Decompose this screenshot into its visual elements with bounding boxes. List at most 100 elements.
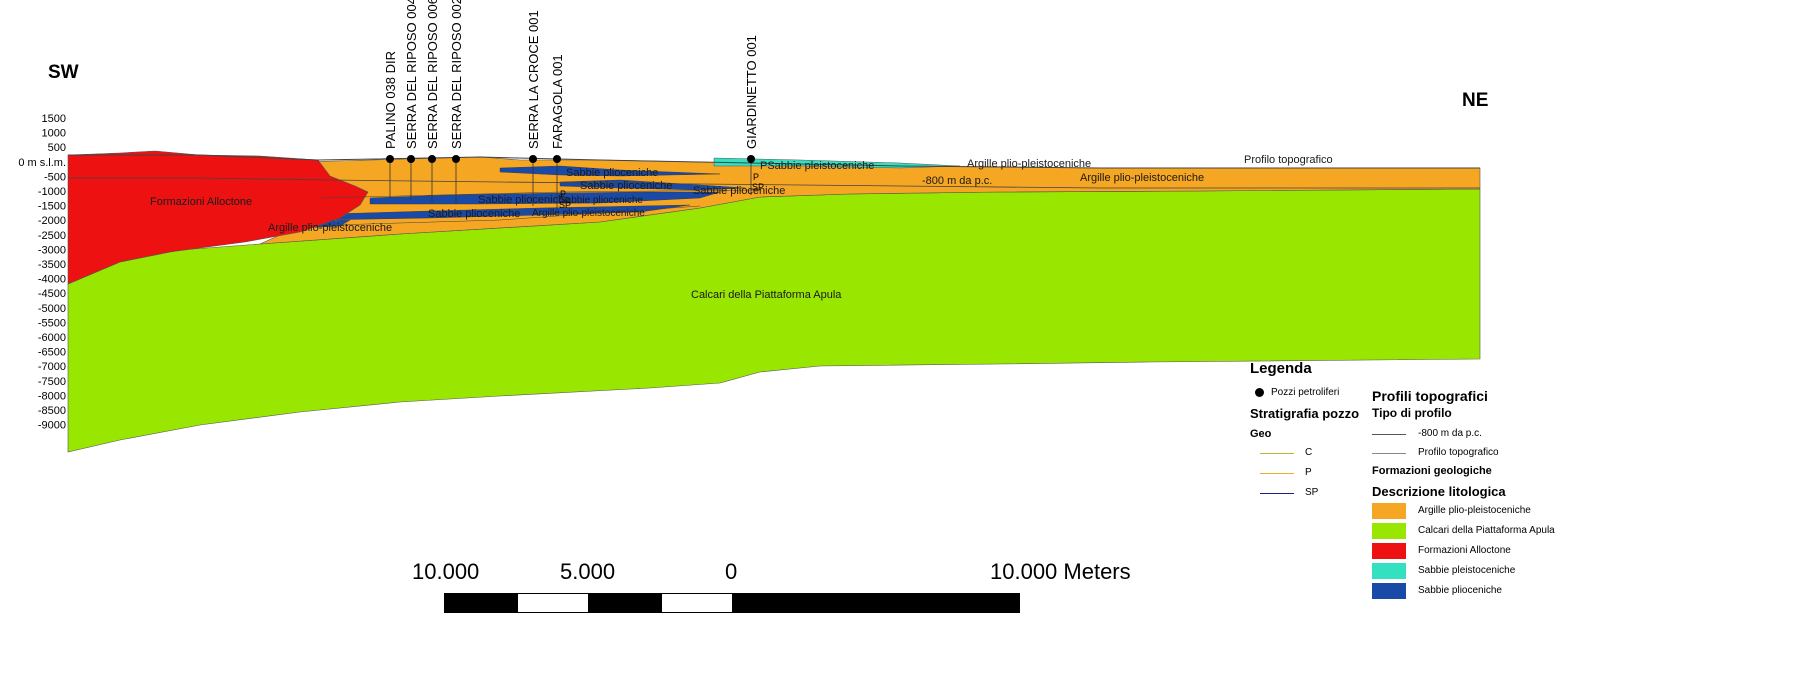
sabbie-plio-lens-1: [499, 165, 721, 177]
legend-strat-title: Stratigrafia pozzo: [1250, 406, 1360, 421]
legend-geo-c: C: [1305, 447, 1313, 458]
legend-litho-sabbie-pleisto: Sabbie pleistoceniche: [1418, 565, 1516, 576]
depth-tick-label: -7000: [38, 361, 66, 373]
well-dot-icon[interactable]: [747, 155, 755, 163]
label-argille-faragola: Argille plio-pleistoceniche: [532, 208, 645, 219]
legend-tipo-title: Tipo di profilo: [1372, 406, 1452, 420]
swatch-alloctone: [1372, 543, 1406, 559]
legend-descrizione-title: Descrizione litologica: [1372, 484, 1506, 499]
legend-geo-sp: SP: [1305, 487, 1319, 498]
label-profilo-topografico: Profilo topografico: [1244, 154, 1333, 166]
well-name-label: SERRA DEL RIPOSO 004: [404, 0, 419, 149]
internal-line-1: [319, 189, 761, 199]
scale-label-10000-meters: 10.000 Meters: [990, 559, 1131, 584]
well-dot-icon[interactable]: [386, 155, 394, 163]
legend-profile-topo: Profilo topografico: [1418, 447, 1499, 458]
depth-tick-label: -500: [44, 171, 66, 183]
depth-tick-label: -1500: [38, 201, 66, 213]
depth-tick-label: -2000: [38, 215, 66, 227]
well-dot-icon[interactable]: [428, 155, 436, 163]
label-sabbie-pleisto: PSabbie pleistoceniche: [760, 160, 874, 172]
label-sabbie-plio-6: Sabbie plioceniche: [559, 195, 643, 206]
well-name-label: SERRA LA CROCE 001: [526, 10, 541, 149]
well-marker-p: P: [753, 172, 759, 182]
label-argille-sw: Argille plio-pleistoceniche: [268, 222, 392, 234]
depth-axis: 1500 1000 500 0 m s.l.m. -500 -1000 -1500 -2000…: [18, 113, 66, 432]
scale-label-5000: 5.000: [560, 559, 616, 584]
label-sabbie-plio-5: Sabbie plioceniche: [428, 208, 520, 220]
well-dot-icon[interactable]: [452, 155, 460, 163]
direction-ne: NE: [1462, 90, 1489, 111]
depth-tick-label: -8000: [38, 390, 66, 402]
legend-title: Legenda: [1250, 360, 1312, 377]
depth-tick-label: 500: [48, 142, 66, 154]
swatch-calcari: [1372, 523, 1406, 539]
scale-segment-3: [589, 593, 661, 613]
internal-line-2: [299, 205, 701, 227]
sabbie-plio-lens-3: [369, 191, 721, 205]
depth-tick-label: -4500: [38, 288, 66, 300]
well-marker-p: P: [560, 189, 566, 199]
legend-geo-title: Geo: [1250, 428, 1272, 440]
legend-litho-calcari: Calcari della Piattaforma Apula: [1418, 525, 1555, 536]
depth-tick-label: -2500: [38, 230, 66, 242]
geo-sp-line-icon: [1260, 493, 1294, 494]
legend-litho-sabbie-plio: Sabbie plioceniche: [1418, 585, 1502, 596]
scale-segment-5: [733, 593, 1020, 613]
well-dot-icon[interactable]: [407, 155, 415, 163]
label-sabbie-plio-4: Sabbie plioceniche: [478, 194, 570, 206]
direction-sw: SW: [48, 62, 79, 83]
legend-litho-argille: Argille plio-pleistoceniche: [1418, 505, 1531, 516]
depth-tick-label: 1500: [42, 113, 66, 125]
depth-tick-label: -1000: [38, 186, 66, 198]
sabbie-plio-lens-2: [559, 179, 746, 191]
well-name-label: SERRA DEL RIPOSO 006: [425, 0, 440, 149]
geo-p-line-icon: [1260, 473, 1294, 474]
legend-wells-item: Pozzi petroliferi: [1271, 387, 1340, 398]
well-marker-sp: SP: [752, 182, 764, 192]
depth-tick-label: -7500: [38, 376, 66, 388]
legend: Legenda Pozzi petroliferi Stratigrafia p…: [1250, 360, 1815, 693]
swatch-argille: [1372, 503, 1406, 519]
legend-geo-p: P: [1305, 467, 1312, 478]
swatch-sabbie-plio: [1372, 583, 1406, 599]
legend-litho-alloctone: Formazioni Alloctone: [1418, 545, 1511, 556]
geo-c-line-icon: [1260, 453, 1294, 454]
well-dot-icon: [1255, 388, 1264, 397]
well-marker-sp: SP: [559, 200, 571, 210]
well-dot-icon[interactable]: [553, 155, 561, 163]
depth-tick-label: 1000: [42, 128, 66, 140]
profile-800-line-icon: [1372, 434, 1406, 435]
profilo-topografico-line: [68, 154, 1480, 169]
depth-tick-label: -9000: [38, 420, 66, 432]
scale-segment-4: [661, 593, 733, 613]
label-argille-top: Argille plio-pleistoceniche: [967, 158, 1091, 170]
legend-profile-800: -800 m da p.c.: [1418, 428, 1482, 439]
depth-tick-label: -5500: [38, 317, 66, 329]
scale-segment-2: [517, 593, 589, 613]
depth-tick-label: -5000: [38, 303, 66, 315]
legend-profili-title: Profili topografici: [1372, 388, 1488, 404]
profile-topo-line-icon: [1372, 453, 1406, 454]
scale-bar: 10.000 5.000 0 10.000 Meters: [412, 559, 1190, 619]
wells: PALINO 038 DIR SERRA DEL RIPOSO 004 SERRA …: [383, 0, 759, 210]
well-name-label: GIARDINETTO 001: [744, 35, 759, 149]
well-dot-icon[interactable]: [529, 155, 537, 163]
alloctone-body: [67, 150, 369, 285]
well-name-label: SERRA DEL RIPOSO 002: [449, 0, 464, 149]
well-name-label: FARAGOLA 001: [550, 54, 565, 149]
label-sabbie-plio-2: Sabbie plioceniche: [580, 180, 672, 192]
depth-tick-label: -8500: [38, 405, 66, 417]
well-name-label: PALINO 038 DIR: [383, 51, 398, 149]
label-argille-ne: Argille plio-pleistoceniche: [1080, 172, 1204, 184]
depth-tick-label: -4000: [38, 274, 66, 286]
minus800-line: [68, 177, 1480, 189]
legend-formazioni-title: Formazioni geologiche: [1372, 465, 1492, 477]
label-minus800: -800 m da p.c.: [922, 175, 992, 187]
depth-tick-label: -3000: [38, 244, 66, 256]
scale-segment-1: [444, 593, 517, 613]
scale-label-10000-left: 10.000: [412, 559, 480, 584]
swatch-sabbie-pleisto: [1372, 563, 1406, 579]
depth-tick-label: -6000: [38, 332, 66, 344]
